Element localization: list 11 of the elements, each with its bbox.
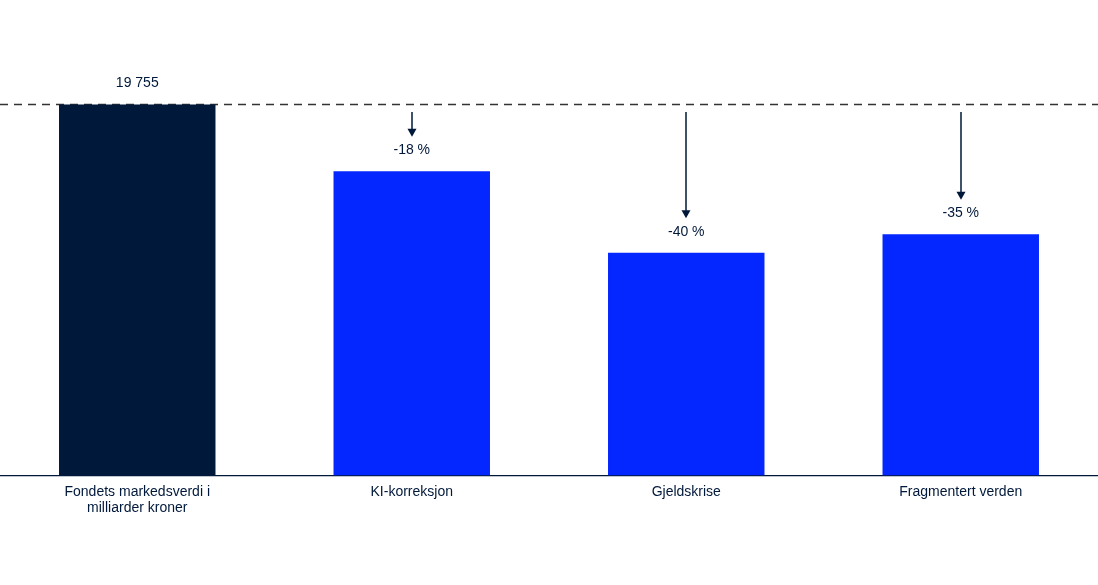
x-tick-label: Gjeldskrise: [651, 482, 722, 499]
annotation: -35 %: [942, 204, 980, 221]
x-tick-label: Fondets markedsverdi i milliarder kroner: [64, 482, 211, 516]
bar: [333, 171, 490, 476]
bar: [882, 234, 1039, 476]
x-tick-label: Fragmentert verden: [899, 482, 1023, 499]
x-tick-label: KI-korreksjon: [370, 482, 453, 499]
annotation: -40 %: [667, 222, 705, 239]
bar: [608, 252, 765, 476]
data-label: 19 755: [115, 74, 159, 91]
annotation: -18 %: [393, 141, 431, 158]
